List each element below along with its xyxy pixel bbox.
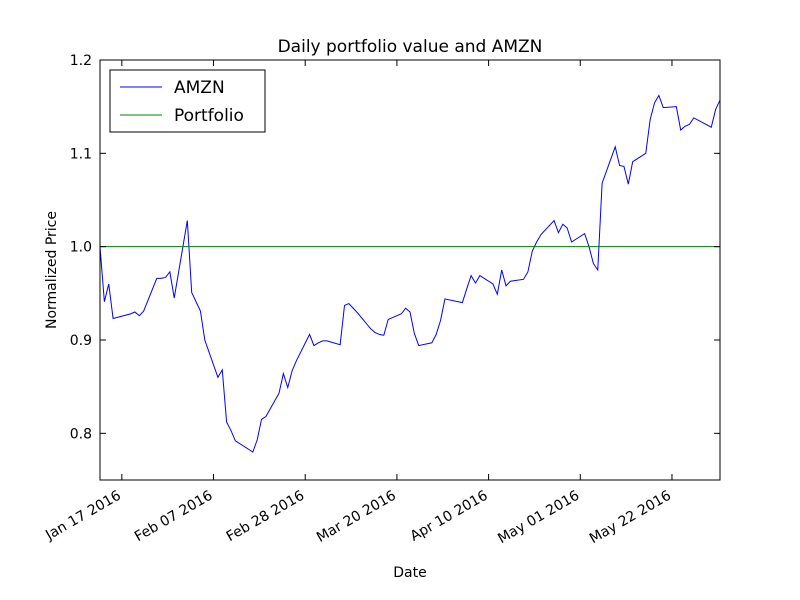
y-tick-label: 0.9 — [70, 333, 92, 349]
y-tick-label: 0.8 — [70, 426, 92, 442]
legend-label-amzn: AMZN — [174, 78, 225, 98]
y-axis-title: Normalized Price — [44, 211, 60, 329]
chart-title: Daily portfolio value and AMZN — [278, 37, 543, 57]
plot-area — [100, 94, 720, 453]
plot-frame — [99, 59, 721, 481]
x-axis-title: Date — [393, 565, 426, 581]
legend-label-portfolio: Portfolio — [174, 106, 244, 126]
y-tick-label: 1.0 — [70, 240, 92, 256]
y-axis: 0.8 0.9 1.0 1.1 1.2 — [70, 53, 720, 442]
legend: AMZN Portfolio — [109, 69, 266, 133]
legend-box — [109, 69, 266, 133]
series-line-amzn — [100, 94, 720, 453]
y-tick-label: 1.1 — [70, 146, 92, 162]
y-tick-label: 1.2 — [70, 53, 92, 69]
